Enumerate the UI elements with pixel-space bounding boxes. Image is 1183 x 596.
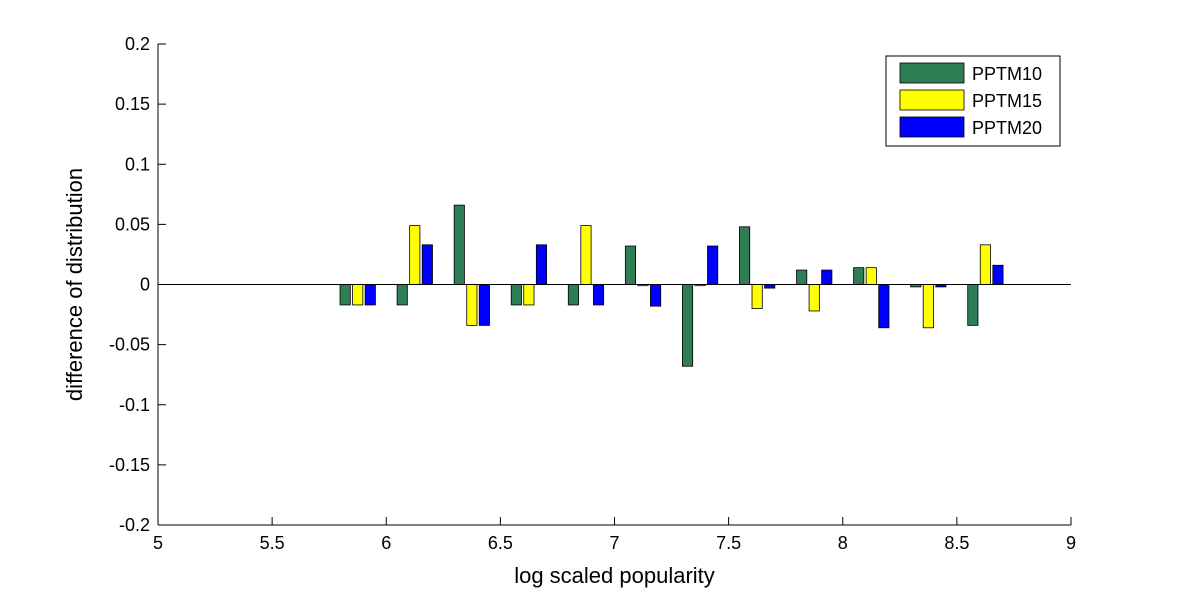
bar-pptm15-7 [751, 284, 763, 309]
bar-pptm10-5 [624, 245, 637, 285]
legend-swatch-pptm10 [899, 62, 965, 84]
bar-pptm15-0 [352, 284, 364, 306]
x-tick-label: 7 [609, 533, 619, 553]
bar-pptm20-4 [592, 284, 605, 306]
bar-pptm10-0 [339, 284, 351, 306]
bar-pptm20-2 [478, 284, 490, 326]
x-axis-label: log scaled popularity [514, 563, 715, 588]
y-tick-label: -0.15 [109, 455, 150, 475]
y-tick-label: -0.1 [119, 395, 150, 415]
bar-pptm10-4 [567, 284, 579, 306]
bar-pptm15-11 [979, 244, 991, 285]
bar-pptm10-2 [453, 204, 465, 285]
y-tick-label: 0 [140, 275, 150, 295]
legend-swatch-pptm20 [899, 116, 965, 138]
x-tick-label: 8.5 [944, 533, 969, 553]
bar-pptm10-8 [796, 269, 808, 285]
bar-pptm10-3 [510, 284, 522, 306]
legend-label-pptm15: PPTM15 [972, 91, 1042, 111]
bar-pptm15-8 [808, 284, 820, 312]
bar-pptm20-6 [707, 245, 719, 285]
legend-label-pptm20: PPTM20 [972, 118, 1042, 138]
x-tick-label: 5 [153, 533, 163, 553]
y-tick-label: -0.2 [119, 515, 150, 535]
x-tick-label: 6 [381, 533, 391, 553]
legend-swatch-pptm15 [899, 89, 965, 111]
bar-pptm20-5 [650, 284, 662, 307]
x-tick-label: 5.5 [260, 533, 285, 553]
legend: PPTM10 PPTM15 PPTM20 [885, 55, 1061, 147]
x-tick-label: 7.5 [716, 533, 741, 553]
bar-pptm10-1 [396, 284, 408, 306]
bar-pptm15-10 [922, 284, 934, 329]
y-tick-label: 0.1 [125, 154, 150, 174]
bar-pptm10-9 [853, 267, 865, 285]
bar-pptm15-2 [466, 284, 478, 326]
y-axis-label: difference of distribution [62, 168, 87, 401]
x-tick-label: 8 [838, 533, 848, 553]
bar-pptm20-8 [821, 269, 833, 285]
bar-pptm20-1 [421, 244, 433, 285]
bar-pptm10-7 [739, 226, 751, 285]
bar-pptm10-11 [967, 284, 979, 326]
x-tick-label: 9 [1066, 533, 1076, 553]
bar-pptm15-4 [580, 225, 592, 285]
y-tick-label: 0.15 [115, 94, 150, 114]
bar-pptm20-0 [364, 284, 376, 306]
bar-pptm10-6 [682, 284, 694, 367]
legend-label-pptm10: PPTM10 [972, 64, 1042, 84]
bar-pptm15-9 [865, 267, 877, 285]
bar-pptm20-3 [535, 244, 547, 285]
y-tick-label: -0.05 [109, 335, 150, 355]
bar-pptm20-9 [878, 284, 890, 329]
bar-pptm20-7 [764, 284, 776, 289]
bar-pptm15-1 [409, 225, 421, 285]
bar-pptm15-3 [523, 284, 535, 306]
y-tick-label: 0.2 [125, 34, 150, 54]
bar-pptm20-11 [992, 264, 1004, 285]
x-tick-label: 6.5 [488, 533, 513, 553]
y-tick-label: 0.05 [115, 214, 150, 234]
